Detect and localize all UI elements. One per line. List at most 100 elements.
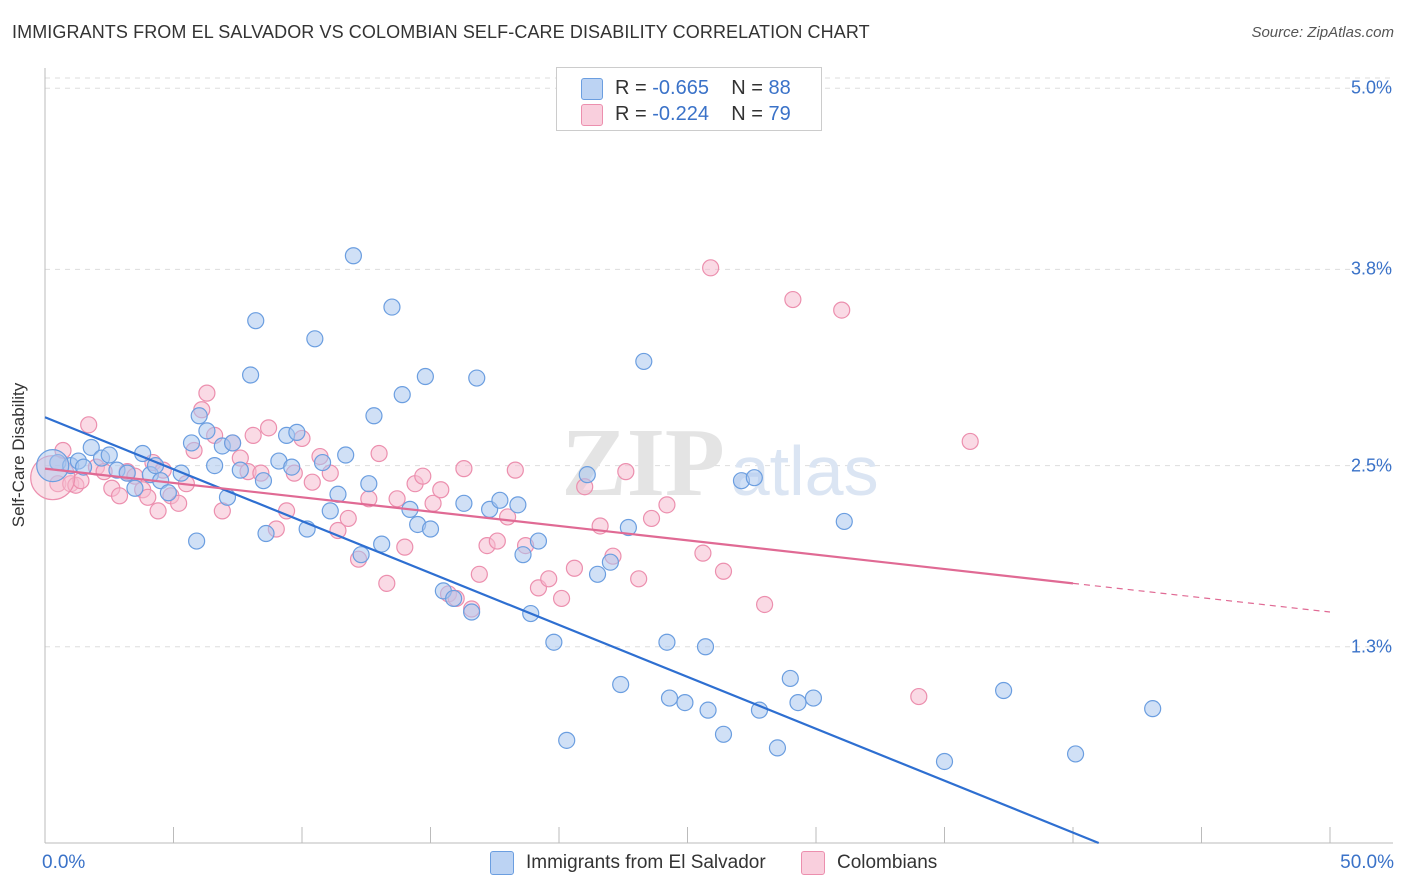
colombians-point: [170, 494, 188, 512]
legend-item-colombians: Colombians: [800, 851, 937, 875]
legend-r-label: R =: [615, 77, 647, 99]
colombians-point: [378, 574, 396, 592]
el-salvador-point: [74, 458, 93, 476]
el-salvador-point: [445, 589, 463, 608]
y-tick-label: 5.0%: [1350, 77, 1392, 98]
el-salvador-point: [126, 479, 144, 497]
el-salvador-point: [789, 694, 807, 712]
el-salvador-point: [714, 725, 733, 743]
colombians-point: [470, 565, 488, 583]
el-salvador-point: [247, 312, 265, 330]
el-salvador-point: [242, 366, 260, 384]
el-salvador-point: [676, 694, 694, 712]
el-salvador-point: [190, 407, 208, 425]
el-salvador-point: [558, 731, 576, 749]
el-salvador-point: [601, 553, 620, 571]
colombians-point: [694, 544, 712, 562]
colombians-point: [414, 467, 432, 485]
el-salvador-point: [781, 669, 799, 688]
legend-r-value: -0.665: [652, 77, 709, 99]
legend-n-value: 79: [768, 103, 791, 125]
colombians-point: [630, 570, 648, 588]
el-salvador-point: [463, 603, 481, 621]
el-salvador-point: [36, 448, 70, 483]
el-salvador-point: [491, 491, 509, 509]
el-salvador-point: [393, 386, 411, 404]
el-salvador-point: [198, 422, 216, 440]
el-salvador-point: [416, 367, 434, 386]
x-tick-label-0: 0.0%: [42, 852, 86, 873]
y-tick-label: 3.8%: [1350, 258, 1392, 279]
legend-swatch-blue: [581, 77, 603, 100]
series-legend: Immigrants from El Salvador Colombians: [490, 851, 967, 875]
colombians-point: [396, 538, 414, 556]
el-salvador-point: [745, 469, 763, 487]
legend-label-el-salvador: Immigrants from El Salvador: [526, 852, 766, 874]
colombians-point: [339, 509, 357, 528]
el-salvador-point: [455, 494, 473, 512]
colombians-point: [432, 481, 450, 499]
colombians-point: [755, 595, 774, 614]
colombians-point: [784, 290, 802, 309]
colombians-point: [910, 687, 928, 706]
el-salvador-point: [188, 532, 206, 550]
el-salvador-point: [658, 633, 676, 651]
colombians-point: [658, 496, 676, 514]
legend-r-label: R =: [615, 103, 647, 125]
colombians-point: [642, 509, 661, 528]
el-salvador-point: [82, 438, 100, 457]
el-salvador-point: [635, 352, 653, 371]
el-salvador-point: [529, 532, 548, 550]
el-salvador-point: [804, 689, 823, 707]
colombians-point: [370, 444, 388, 463]
el-salvador-point: [283, 458, 301, 476]
el-salvador-points: [36, 247, 1162, 771]
colombians-point: [617, 463, 635, 481]
el-salvador-point: [313, 453, 332, 472]
el-salvador-point: [509, 496, 527, 514]
colombians-point: [714, 562, 733, 580]
legend-row-el-salvador: R = -0.665 N = 88: [581, 77, 791, 101]
y-tick-label: 1.3%: [1350, 636, 1392, 657]
el-salvador-point: [768, 739, 787, 757]
stats-legend: R = -0.665 N = 88 R = -0.224 N = 79: [556, 67, 822, 131]
el-salvador-point: [1144, 700, 1162, 718]
el-salvador-point: [468, 369, 486, 387]
el-salvador-point: [421, 520, 440, 538]
el-salvador-point: [514, 546, 532, 564]
legend-item-el-salvador: Immigrants from El Salvador: [490, 851, 766, 875]
legend-r-value: -0.224: [652, 103, 709, 125]
el-salvador-point: [254, 472, 273, 490]
legend-n-value: 88: [768, 77, 791, 99]
el-salvador-point: [224, 434, 242, 452]
el-salvador-point: [360, 475, 378, 493]
colombians-point: [244, 426, 262, 445]
legend-swatch-pink: [581, 103, 603, 126]
legend-swatch-pink: [800, 851, 825, 875]
legend-row-colombians: R = -0.224 N = 79: [581, 103, 791, 127]
el-salvador-point: [696, 638, 715, 656]
el-salvador-point: [612, 675, 630, 694]
colombians-point: [149, 502, 167, 520]
colombians-point: [110, 487, 129, 505]
colombians-point: [139, 488, 157, 506]
el-salvador-point: [545, 633, 563, 651]
colombians-point: [80, 416, 98, 434]
colombians-point: [198, 384, 216, 402]
el-salvador-point: [231, 461, 249, 479]
colombians-point: [961, 432, 979, 451]
chart-title: IMMIGRANTS FROM EL SALVADOR VS COLOMBIAN…: [12, 22, 870, 42]
colombians-point: [388, 490, 406, 508]
colombians-point: [259, 419, 278, 437]
el-salvador-point: [182, 434, 201, 452]
legend-n-label: N =: [731, 77, 763, 99]
colombians-trend-extension: [1072, 582, 1331, 613]
el-salvador-point: [321, 502, 339, 520]
source-label: Source: ZipAtlas.com: [1251, 24, 1394, 41]
el-salvador-point: [619, 518, 637, 537]
el-salvador-point: [100, 446, 118, 464]
el-salvador-point: [935, 752, 954, 771]
el-salvador-point: [159, 484, 177, 502]
el-salvador-point: [578, 466, 596, 484]
